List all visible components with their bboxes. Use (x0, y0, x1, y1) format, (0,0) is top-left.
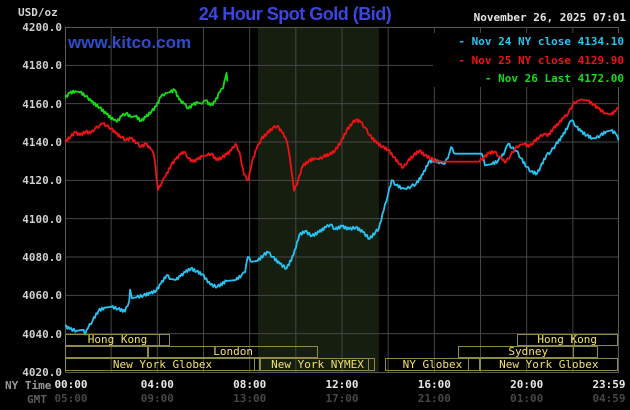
ny-time-label: 04:00 (140, 378, 174, 391)
price-line-nov-26 (65, 72, 229, 123)
session-box-sydney: Sydney (458, 345, 599, 358)
gmt-time-label: 05:00 (54, 392, 88, 405)
session-box-hong-kong: Hong Kong (516, 333, 618, 346)
y-tick-label: 4160.0 (22, 97, 62, 111)
y-tick-label: 4120.0 (22, 174, 62, 188)
price-line-nov-24 (65, 119, 619, 336)
ny-time-label: 12:00 (325, 378, 359, 391)
session-box-ny-globex: NY Globex (384, 357, 481, 371)
y-tick-label: 4040.0 (22, 327, 62, 341)
y-axis-unit-label: USD/oz (18, 6, 58, 19)
session-label: Sydney (508, 345, 549, 358)
session-box-divider (367, 359, 369, 370)
price-line-nov-25 (65, 98, 619, 192)
y-tick-label: 4140.0 (22, 136, 62, 149)
session-label: New York Globex (499, 357, 599, 371)
session-box-divider (572, 347, 574, 357)
legend: - Nov 24 NY close 4134.10 - Nov 25 NY clo… (433, 33, 630, 87)
session-box-hong-kong: Hong Kong (65, 333, 171, 346)
y-tick-label: 4080.0 (22, 251, 62, 264)
gmt-time-label: 13:00 (233, 392, 267, 405)
market-session-bars: Hong Kong Hong Kong London Sydney New York G… (65, 27, 619, 373)
y-tick-label: 4060.0 (22, 289, 62, 303)
price-lines-canvas (65, 27, 619, 373)
ny-time-label: 23:59 (592, 378, 626, 391)
session-label: Hong Kong (87, 333, 148, 346)
legend-row: - Nov 25 NY close 4129.90 (458, 53, 624, 67)
session-label: London (213, 345, 254, 358)
ny-time-label: 00:00 (54, 378, 88, 391)
session-box-divider (467, 359, 469, 370)
ny-time-axis-caption: NY Time (5, 379, 52, 392)
session-box-divider (254, 359, 256, 370)
session-label: New York Globex (112, 357, 213, 371)
session-box-new-york-globex: New York Globex (65, 357, 261, 371)
session-box-divider (574, 335, 576, 345)
gmt-time-label: 04:59 (592, 392, 626, 405)
y-tick-label: 4200.0 (22, 21, 62, 34)
gmt-time-label: 09:00 (140, 392, 174, 405)
nymex-session-band (257, 27, 379, 373)
gmt-axis-caption: GMT (27, 393, 47, 406)
gmt-time-label: 21:00 (417, 392, 451, 405)
ny-time-label: 16:00 (417, 378, 451, 391)
session-label: NY Globex (402, 357, 463, 371)
session-box (65, 346, 149, 358)
chart-title: 24 Hour Spot Gold (Bid) (198, 4, 392, 24)
legend-row: - Nov 26 Last 4172.00 (484, 72, 624, 85)
plot-area: Hong Kong Hong Kong London Sydney New York G… (65, 27, 619, 373)
y-tick-label: 4100.0 (22, 212, 62, 226)
ny-time-label: 08:00 (233, 378, 267, 391)
kitco-watermark-link[interactable]: www.kitco.com (68, 33, 192, 52)
gmt-time-label: 01:00 (510, 392, 544, 405)
session-label: Hong Kong (537, 333, 597, 346)
session-label: New York NYMEX (271, 357, 364, 371)
ny-time-label: 20:00 (510, 378, 544, 391)
legend-row: - Nov 24 NY close 4134.10 (458, 35, 624, 48)
y-tick-label: 4180.0 (22, 59, 62, 73)
chart-datetime: November 26, 2025 07:01 (473, 11, 626, 24)
session-box-divider (159, 335, 161, 345)
session-box-london: London (148, 345, 319, 358)
plot-border (65, 27, 619, 373)
session-box-new-york-globex: New York Globex (480, 358, 618, 371)
session-box-new-york-nymex: New York NYMEX (260, 358, 375, 371)
y-tick-label: 4020.0 (22, 366, 62, 379)
gmt-time-label: 17:00 (325, 392, 359, 405)
